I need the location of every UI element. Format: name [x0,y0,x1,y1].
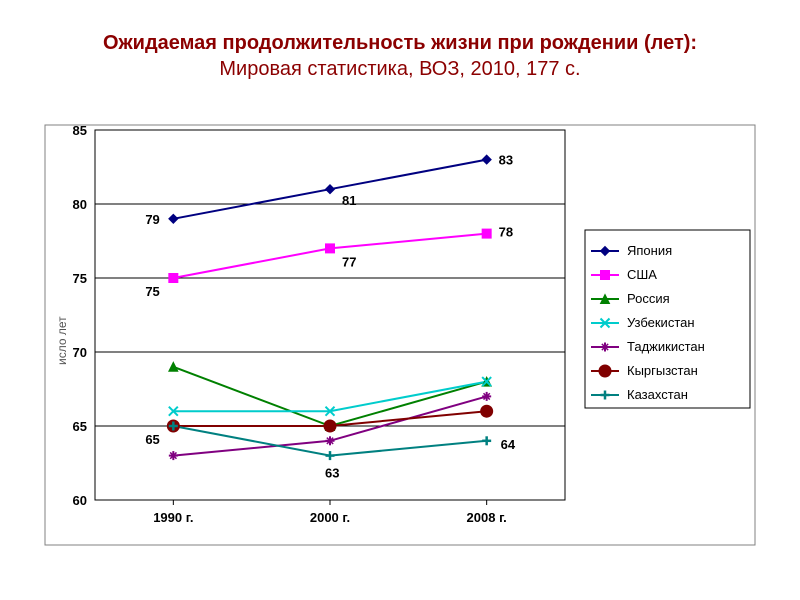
svg-text:79: 79 [145,212,159,227]
svg-text:Узбекистан: Узбекистан [627,315,695,330]
svg-text:64: 64 [501,437,516,452]
svg-text:США: США [627,267,657,282]
y-axis-label: исло лет [55,305,69,365]
svg-text:2000 г.: 2000 г. [310,510,350,525]
svg-text:65: 65 [145,432,159,447]
svg-text:Казахстан: Казахстан [627,387,688,402]
svg-text:1990 г.: 1990 г. [153,510,193,525]
title-rest: Мировая статистика, ВОЗ, 2010, 177 с. [219,58,580,80]
svg-text:Япония: Япония [627,243,672,258]
svg-text:77: 77 [342,254,356,269]
svg-text:83: 83 [499,153,513,168]
title-bold: Ожидаемая продолжительность жизни при ро… [103,32,697,54]
svg-text:Таджикистан: Таджикистан [627,339,705,354]
svg-text:2008 г.: 2008 г. [467,510,507,525]
chart-title: Ожидаемая продолжительность жизни при ро… [0,0,800,92]
svg-text:85: 85 [73,123,87,138]
chart-container: исло лет 60 65 70 75 80 85 1990 г. 2000 г. 2008 … [40,120,760,550]
svg-text:80: 80 [73,197,87,212]
svg-text:75: 75 [73,271,87,286]
svg-text:63: 63 [325,466,339,481]
svg-text:65: 65 [73,419,87,434]
svg-text:Россия: Россия [627,291,670,306]
svg-text:70: 70 [73,345,87,360]
line-chart: 60 65 70 75 80 85 1990 г. 2000 г. 2008 г. 79 81 83 7… [40,120,760,550]
svg-text:75: 75 [145,284,159,299]
svg-text:81: 81 [342,193,356,208]
svg-text:60: 60 [73,493,87,508]
svg-text:78: 78 [499,225,513,240]
svg-text:Кыргызстан: Кыргызстан [627,363,698,378]
